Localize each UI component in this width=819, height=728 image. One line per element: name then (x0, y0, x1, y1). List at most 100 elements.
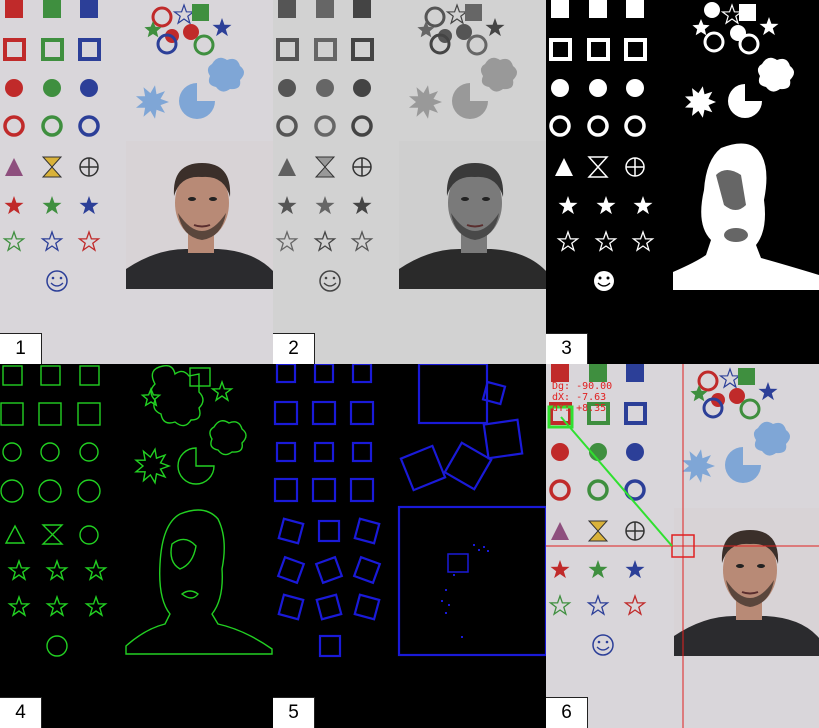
contour-star (84, 594, 108, 617)
contour-circle (40, 442, 60, 462)
person-hair (173, 163, 231, 197)
contour-circle (79, 525, 99, 545)
ring-circle (587, 479, 609, 501)
outlined-square (3, 38, 26, 61)
cluster-star (417, 21, 435, 38)
filled-square (80, 0, 98, 18)
cluster-square (192, 4, 209, 21)
panel-label-5: 5 (273, 697, 315, 728)
bbox (311, 400, 337, 426)
outlined-square (351, 38, 374, 61)
panel-2-image (273, 0, 546, 364)
filled-square (278, 0, 296, 18)
ring-circle (78, 115, 100, 137)
smiley-face (592, 634, 614, 656)
panel-label-1: 1 (0, 333, 42, 364)
contour-star (84, 558, 108, 581)
contour-burst (134, 447, 172, 485)
binary-cluster-ring (738, 33, 760, 55)
ring-circle (624, 479, 646, 501)
binary-smiley (594, 271, 614, 291)
paper-background (0, 364, 273, 728)
noise-speck (473, 544, 475, 546)
person-eye (757, 564, 765, 568)
panel-label-3: 3 (546, 333, 588, 364)
cluster-ring (193, 34, 215, 56)
outlined-square (41, 38, 64, 61)
person-face (723, 534, 777, 606)
filled-square (551, 364, 569, 382)
contour-cloud (209, 420, 247, 456)
cluster-star (758, 382, 778, 401)
cluster-star (144, 21, 162, 38)
bbox (351, 364, 373, 384)
outline-star (313, 230, 337, 252)
outlined-square (276, 38, 299, 61)
cluster-star (445, 3, 469, 25)
triangle (551, 522, 569, 540)
noise-speck (453, 574, 455, 576)
readout-dx: dX: -7.63 (552, 392, 607, 403)
person-eye (482, 197, 490, 201)
binary-star (558, 196, 578, 215)
outlined-square (314, 38, 337, 61)
binary-cluster-square (739, 4, 756, 21)
tracking-vector (560, 416, 673, 547)
binary-ring (549, 115, 571, 137)
smiley-eye (51, 276, 55, 280)
contour-square (2, 365, 23, 386)
panel-original-color: 1 (0, 0, 273, 364)
hourglass (41, 156, 63, 178)
cluster-star (485, 18, 505, 37)
outline-star (2, 230, 26, 252)
burst-shape (409, 85, 442, 119)
contour-square (0, 402, 24, 426)
person-eye (209, 197, 217, 201)
binary-smiley-eye (606, 276, 610, 280)
contour-circle (38, 479, 62, 503)
face-bbox (447, 553, 469, 573)
person-hair (721, 530, 779, 564)
contour-face-detail (170, 538, 197, 570)
smiley-eye (324, 276, 328, 280)
filled-square (5, 0, 23, 18)
binary-mouth-shadow (724, 228, 748, 242)
smiley-face (319, 270, 341, 292)
noise-speck (478, 549, 480, 551)
contour-square (77, 402, 101, 426)
person-eye (736, 564, 744, 568)
tracked-object-box (547, 405, 574, 429)
binary-outline-star (631, 230, 655, 252)
person-beard (178, 213, 226, 240)
person-face (448, 167, 502, 239)
cluster-ring (151, 6, 173, 28)
binary-cluster-dot (704, 2, 720, 18)
hourglass (314, 156, 336, 178)
bbox (275, 364, 297, 384)
filled-star (625, 560, 645, 579)
cluster-star (690, 385, 708, 402)
paper-background (546, 0, 819, 364)
person-beard (726, 580, 774, 607)
ring-circle (351, 115, 373, 137)
rotated-bbox (276, 555, 306, 585)
filled-square (353, 0, 371, 18)
binary-burst (685, 86, 716, 118)
filled-star (79, 196, 99, 215)
contour-pie (177, 447, 215, 485)
binary-square (626, 0, 644, 18)
binary-cloud (757, 57, 794, 92)
bbox (311, 477, 337, 503)
ring-circle (41, 115, 63, 137)
triangle (5, 158, 23, 176)
panel-4-image (0, 364, 273, 728)
contour-triangle (4, 524, 26, 544)
person-mouth (466, 224, 484, 228)
cluster-dot (456, 24, 472, 40)
readout-dy: dY: +8.35 (552, 403, 607, 414)
bbox (313, 441, 335, 463)
bbox (275, 441, 297, 463)
noise-speck (445, 589, 447, 591)
hourglass (587, 520, 609, 542)
cloud-shape (480, 57, 517, 92)
